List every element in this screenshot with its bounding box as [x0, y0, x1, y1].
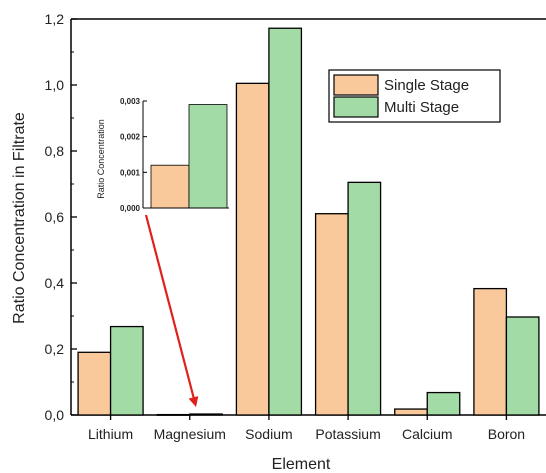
x-tick-label: Boron: [488, 426, 525, 442]
x-tick-label: Calcium: [402, 426, 453, 442]
y-tick-label: 1,2: [45, 11, 65, 27]
legend-label: Single Stage: [384, 77, 469, 94]
bar-lithium-multi-stage: [109, 325, 144, 416]
x-tick-label: Magnesium: [154, 426, 226, 442]
bar-boron-multi-stage: [505, 316, 540, 416]
y-tick-label: 0,8: [45, 143, 65, 159]
bar-magnesium-single-stage: [156, 413, 191, 416]
y-tick-label: 0,4: [45, 275, 65, 291]
legend-swatch: [333, 96, 379, 118]
inset-bar-multi-stage: [188, 104, 228, 209]
bar-potassium-single-stage: [314, 213, 349, 416]
bar-potassium-multi-stage: [347, 181, 382, 416]
main-bars: [77, 27, 540, 416]
inset-chart: 0,000 0,001 0,002 0,003 Ratio Concentration: [96, 97, 229, 213]
x-axis-title: Element: [272, 456, 331, 473]
x-tick-label: Sodium: [245, 426, 292, 442]
main-axes: 0,0 0,2 0,4 0,6 0,8 1,0 1,2 Lithium Magnesium Sod…: [45, 11, 546, 442]
y-tick-label: 0,2: [45, 341, 65, 357]
inset-y-tick-label: 0,000: [120, 204, 141, 213]
bar-calcium-single-stage: [394, 408, 428, 416]
arrow-shaft: [144, 214, 196, 400]
y-axis-title: Ratio Concentration in Filtrate: [11, 112, 28, 324]
bar-sodium-multi-stage: [268, 27, 303, 416]
arrow-head: [188, 396, 199, 407]
y-tick-label: 0,0: [45, 407, 65, 423]
bar-calcium-multi-stage: [426, 391, 461, 416]
legend-label: Multi Stage: [384, 99, 459, 116]
inset-y-tick-label: 0,002: [120, 133, 141, 142]
y-tick-label: 1,0: [45, 77, 65, 93]
x-tick-label: Lithium: [88, 426, 133, 442]
inset-bar-single-stage: [150, 164, 190, 209]
inset-y-tick-label: 0,001: [120, 168, 141, 177]
y-tick-label: 0,6: [45, 209, 65, 225]
bar-sodium-single-stage: [235, 82, 270, 416]
inset-y-axis-title: Ratio Concentration: [96, 119, 106, 199]
bar-lithium-single-stage: [77, 351, 112, 416]
legend-swatch: [333, 74, 379, 96]
bar-boron-single-stage: [473, 287, 508, 416]
x-tick-label: Potassium: [315, 426, 380, 442]
annotation-arrow: [144, 214, 199, 407]
inset-y-tick-label: 0,003: [120, 97, 141, 106]
bar-magnesium-multi-stage: [189, 413, 223, 416]
legend: Single Stage Multi Stage: [328, 69, 501, 123]
